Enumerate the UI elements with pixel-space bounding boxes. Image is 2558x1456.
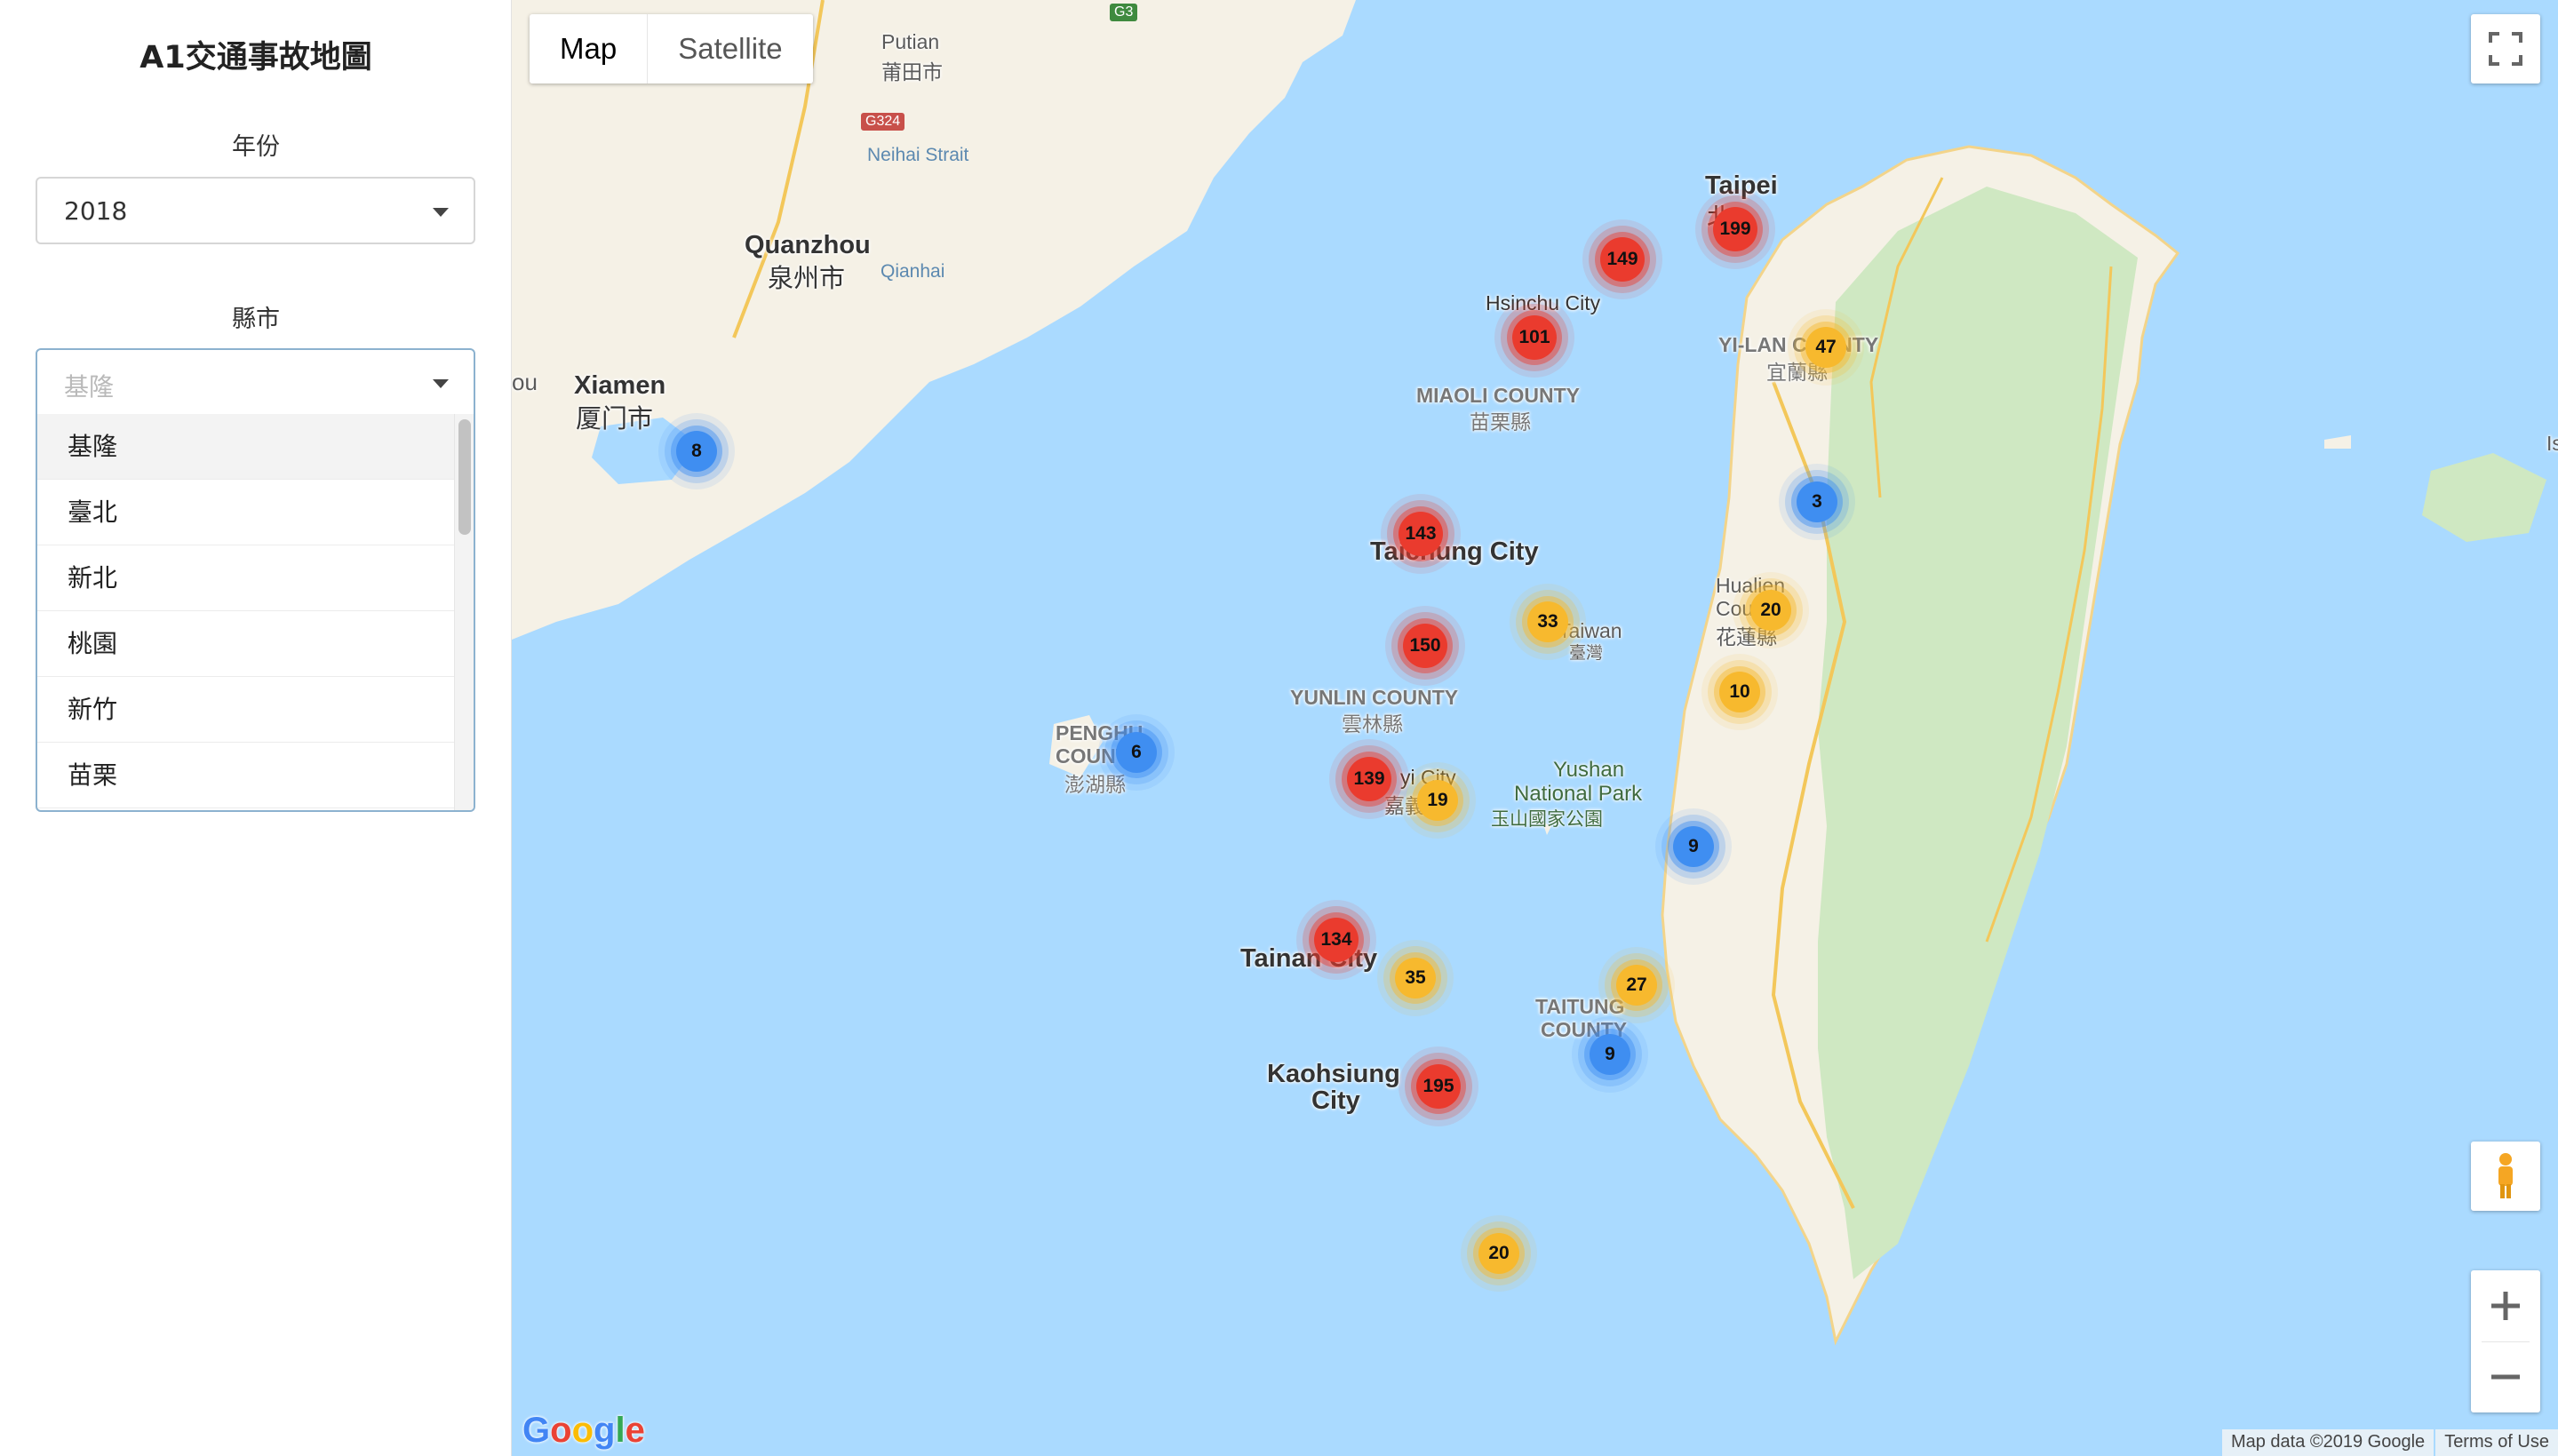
pegman-icon	[2498, 1153, 2513, 1198]
label-yunlin-zh: 雲林縣	[1342, 712, 1403, 736]
cluster-marker[interactable]: 20	[1750, 590, 1791, 631]
attribution-bar: Map data ©2019 Google Terms of Use	[2220, 1429, 2558, 1456]
label-is: Is	[2546, 432, 2558, 455]
county-option-new-taipei[interactable]: 新北	[37, 545, 457, 611]
cluster-marker[interactable]: 143	[1399, 512, 1443, 556]
chevron-down-icon	[433, 208, 449, 217]
label-g324: G324	[861, 113, 905, 131]
cluster-marker[interactable]: 9	[1673, 826, 1714, 867]
label-taitung: TAITUNG	[1535, 995, 1625, 1018]
cluster-marker[interactable]: 8	[676, 431, 717, 472]
county-option-keelung[interactable]: 基隆	[37, 414, 457, 480]
zoom-out-button[interactable]	[2471, 1341, 2540, 1412]
cluster-marker[interactable]: 149	[1600, 237, 1645, 282]
cluster-marker[interactable]: 19	[1417, 780, 1458, 821]
map-type-satellite-button[interactable]: Satellite	[678, 32, 783, 65]
cluster-marker[interactable]: 3	[1797, 481, 1837, 522]
year-value: 2018	[64, 196, 128, 226]
label-kaohsiung-city: City	[1311, 1086, 1360, 1115]
cluster-marker[interactable]: 139	[1347, 757, 1391, 801]
cluster-marker[interactable]: 47	[1805, 327, 1846, 368]
label-yunlin-county: YUNLIN COUNTY	[1290, 686, 1459, 709]
label-yilan-county: YI-LAN COUNTY	[1718, 333, 1879, 356]
cluster-marker[interactable]: 27	[1616, 965, 1657, 1006]
sidebar: A1交通事故地圖 年份 2018 縣市 基隆 基隆 臺北 新北 桃園 新竹 苗栗	[0, 0, 512, 1456]
label-tainan-city: Tainan City	[1240, 944, 1378, 973]
cluster-marker[interactable]: 20	[1478, 1233, 1519, 1274]
county-option-miaoli[interactable]: 苗栗	[37, 743, 457, 808]
label-yushan-zh: 玉山國家公園	[1491, 809, 1603, 830]
terms-of-use-link[interactable]: Terms of Use	[2435, 1429, 2558, 1456]
map-type-control: Map Satellite	[530, 14, 813, 84]
county-option-taoyuan[interactable]: 桃園	[37, 611, 457, 677]
zoom-control	[2471, 1270, 2540, 1412]
dropdown-scrollbar[interactable]	[454, 414, 474, 810]
label-hsinchu: Hsinchu City	[1486, 291, 1601, 314]
google-logo: Google	[522, 1411, 645, 1450]
map-base-layer	[512, 0, 2546, 1346]
year-select[interactable]: 2018	[36, 177, 475, 244]
map-type-map-button[interactable]: Map	[530, 14, 649, 84]
cluster-marker[interactable]: 6	[1116, 732, 1157, 773]
label-miaoli-county: MIAOLI COUNTY	[1416, 384, 1580, 407]
label-putian: Putian	[881, 30, 940, 53]
zoom-divider	[2482, 1341, 2530, 1342]
cluster-marker[interactable]: 9	[1590, 1034, 1630, 1075]
cluster-marker[interactable]: 195	[1416, 1064, 1461, 1109]
county-select[interactable]: 基隆	[36, 348, 475, 416]
label-xiamen-zh: 厦门市	[576, 405, 654, 434]
map-data-attribution: Map data ©2019 Google	[2221, 1429, 2434, 1456]
label-taipei: Taipei	[1705, 171, 1778, 200]
label-kaohsiung: Kaohsiung	[1267, 1060, 1400, 1088]
label-taiwan-zh: 臺灣	[1569, 644, 1604, 663]
cluster-marker[interactable]: 101	[1512, 315, 1557, 360]
zoom-in-button[interactable]	[2471, 1270, 2540, 1341]
label-yushan-national-park: National Park	[1514, 782, 1643, 806]
label-penghu-zh: 澎湖縣	[1064, 773, 1126, 796]
app-title: A1交通事故地圖	[139, 40, 372, 76]
chevron-down-icon	[433, 379, 449, 388]
dropdown-scroll-thumb[interactable]	[458, 419, 471, 535]
county-dropdown-list: 基隆 臺北 新北 桃園 新竹 苗栗	[36, 414, 475, 812]
fullscreen-button[interactable]	[2471, 14, 2540, 84]
label-qianhai: Qianhai	[881, 261, 945, 282]
label-miaoli-zh: 苗栗縣	[1470, 410, 1531, 434]
fullscreen-icon	[2489, 32, 2522, 66]
label-ou: ou	[512, 369, 538, 395]
label-xiamen: Xiamen	[574, 371, 666, 400]
year-label: 年份	[232, 133, 280, 161]
street-view-button[interactable]	[2471, 1142, 2540, 1211]
label-yushan: Yushan	[1553, 758, 1625, 782]
label-putian-zh: 莆田市	[881, 60, 943, 84]
county-option-taipei[interactable]: 臺北	[37, 480, 457, 545]
cluster-marker[interactable]: 35	[1395, 958, 1436, 999]
cluster-marker[interactable]: 199	[1713, 207, 1757, 251]
cluster-marker[interactable]: 10	[1719, 672, 1760, 712]
cluster-marker[interactable]: 150	[1403, 624, 1447, 668]
county-label: 縣市	[232, 306, 280, 333]
plus-icon	[2491, 1292, 2520, 1320]
label-quanzhou-zh: 泉州市	[768, 265, 846, 293]
cluster-marker[interactable]: 134	[1314, 918, 1359, 962]
label-taiwan: Taiwan	[1558, 619, 1622, 642]
label-g3: G3	[1110, 4, 1138, 21]
label-taichung-city: Taichung City	[1370, 537, 1539, 566]
label-neihai-strait: Neihai Strait	[867, 145, 969, 165]
minus-icon	[2491, 1374, 2520, 1380]
cluster-marker[interactable]: 33	[1527, 601, 1568, 642]
county-option-hsinchu[interactable]: 新竹	[37, 677, 457, 743]
map-canvas[interactable]: Putian 莆田市 Neihai Strait G3 G324 Quanzho…	[512, 0, 2558, 1456]
label-quanzhou: Quanzhou	[745, 231, 871, 259]
county-placeholder: 基隆	[64, 372, 115, 402]
